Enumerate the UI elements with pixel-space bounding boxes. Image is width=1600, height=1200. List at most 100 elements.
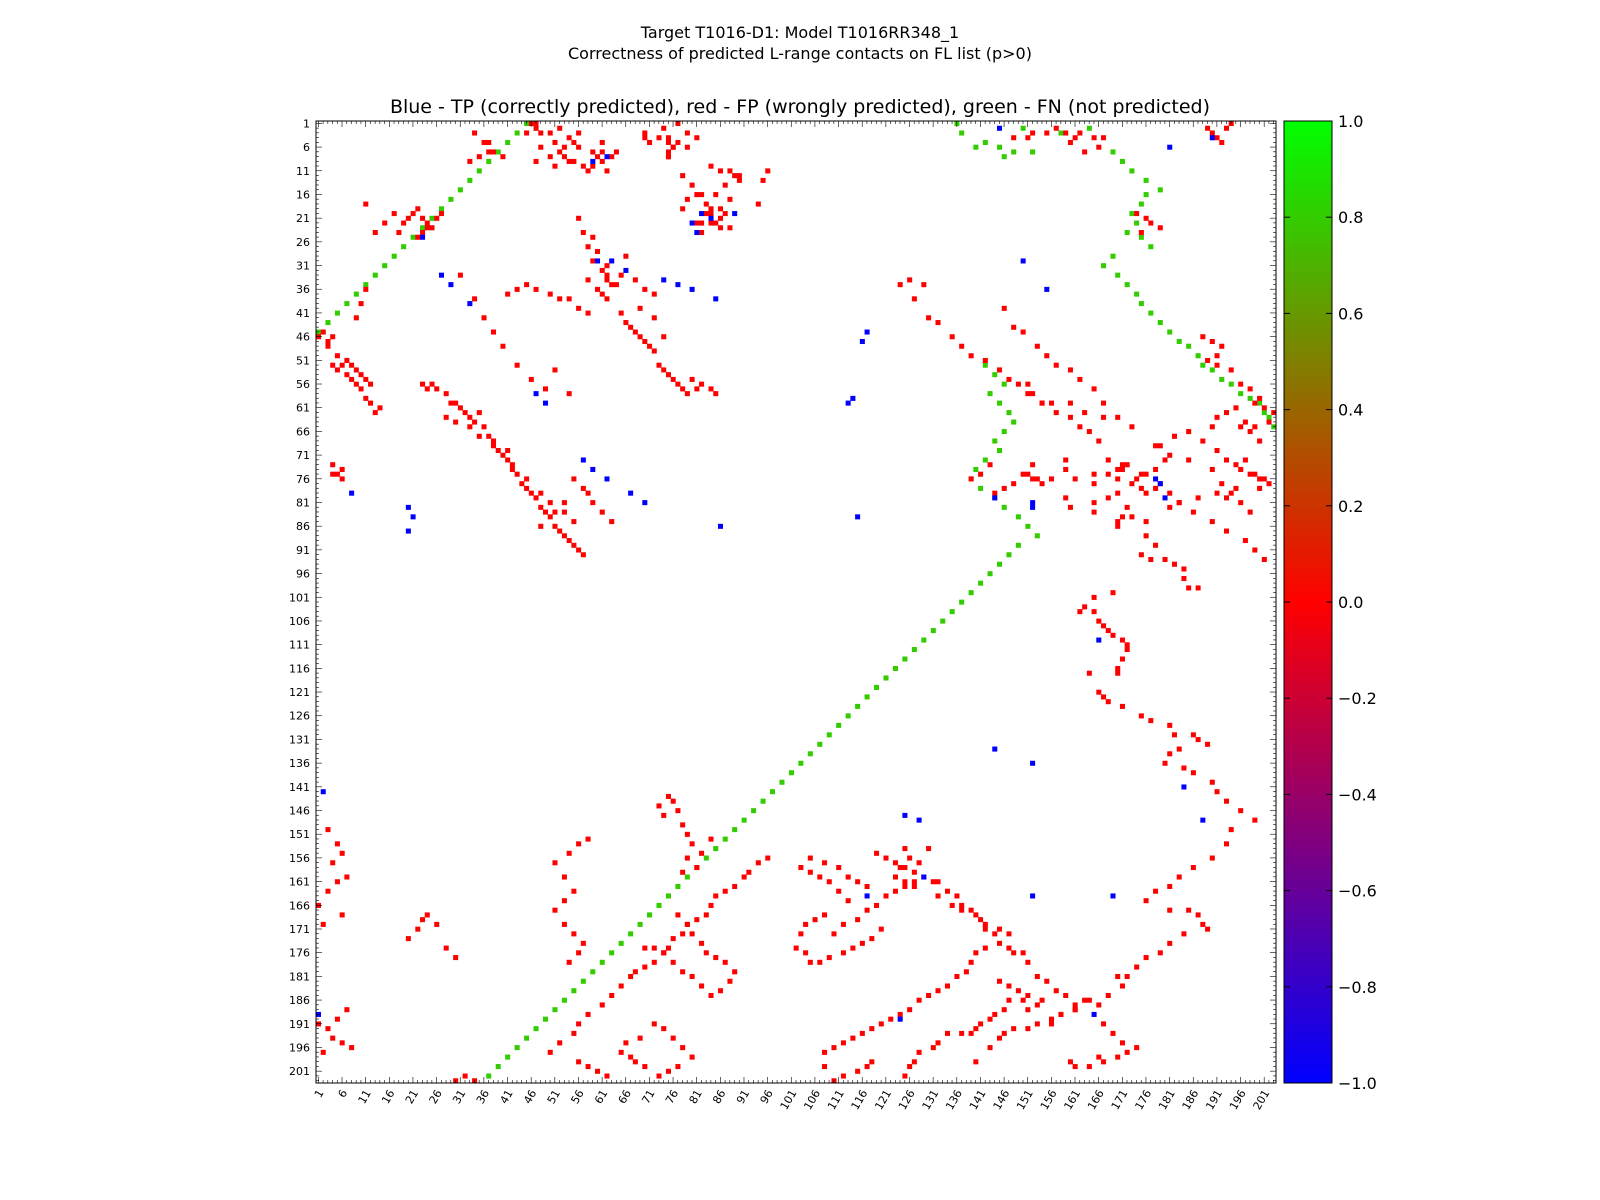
heatmap-cell-fp	[680, 822, 686, 828]
x-tick-label: 6	[335, 1088, 350, 1101]
heatmap-cell-fp	[1247, 471, 1253, 477]
x-tick-label: 141	[967, 1088, 989, 1113]
heatmap-cell-fp	[699, 983, 705, 989]
heatmap-cell-fp	[1053, 362, 1059, 368]
y-tick-label: 11	[296, 165, 310, 178]
heatmap-cell-fp	[1200, 921, 1206, 927]
heatmap-cell-tp	[1020, 258, 1026, 264]
heatmap-cell-fn	[1266, 414, 1272, 420]
heatmap-cell-fn	[959, 130, 965, 136]
heatmap-cell-fp	[637, 305, 643, 311]
heatmap-cell-fp	[1082, 410, 1088, 416]
heatmap-cell-fp	[1020, 471, 1026, 477]
heatmap-cell-fp	[727, 196, 733, 202]
heatmap-cell-fp	[1067, 139, 1073, 145]
heatmap-cell-fp	[680, 206, 686, 212]
heatmap-cell-fp	[722, 182, 728, 188]
heatmap-cell-fn	[1148, 310, 1154, 316]
heatmap-cell-fp	[869, 936, 875, 942]
chart-title: Blue - TP (correctly predicted), red - F…	[390, 96, 1210, 118]
heatmap-cell-fp	[604, 272, 610, 278]
heatmap-cell-fp	[623, 253, 629, 259]
heatmap-cell-fp	[325, 888, 331, 894]
heatmap-cell-fp	[1105, 628, 1111, 634]
heatmap-cell-fp	[1091, 135, 1097, 141]
heatmap-cell-fn	[628, 931, 634, 937]
colorbar-tick-label: −0.4	[1338, 785, 1377, 804]
heatmap-cell-fp	[628, 324, 634, 330]
heatmap-cell-fp	[538, 523, 544, 529]
heatmap-cell-fp	[699, 940, 705, 946]
heatmap-cell-fp	[1233, 462, 1239, 468]
colorbar-tick-label: 0.4	[1338, 401, 1363, 420]
heatmap-cell-fp	[911, 296, 917, 302]
y-tick-label: 196	[289, 1041, 310, 1054]
heatmap-cell-fp	[1034, 476, 1040, 482]
heatmap-cell-fp	[1214, 362, 1220, 368]
heatmap-cell-fp	[992, 490, 998, 496]
heatmap-cell-fp	[443, 391, 449, 397]
heatmap-cell-fn	[543, 1016, 549, 1022]
heatmap-cell-fp	[1096, 618, 1102, 624]
heatmap-cell-fp	[330, 362, 336, 368]
heatmap-cell-fp	[1034, 343, 1040, 349]
heatmap-cell-fp	[325, 827, 331, 833]
heatmap-cell-fn	[561, 997, 567, 1003]
heatmap-cell-fn	[665, 893, 671, 899]
heatmap-cell-fp	[944, 983, 950, 989]
heatmap-cell-fp	[538, 504, 544, 510]
heatmap-cell-fp	[647, 139, 653, 145]
heatmap-cell-tp	[467, 301, 473, 307]
heatmap-cell-fp	[405, 215, 411, 221]
heatmap-cell-fp	[1257, 438, 1263, 444]
y-tick-label: 21	[296, 212, 310, 225]
heatmap-cell-fn	[836, 722, 842, 728]
heatmap-cell-fp	[1143, 898, 1149, 904]
heatmap-cell-tp	[628, 490, 634, 496]
heatmap-cell-fp	[505, 447, 511, 454]
heatmap-cell-fp	[1167, 504, 1173, 510]
heatmap-cell-fp	[1134, 1045, 1140, 1051]
heatmap-cell-fn	[996, 561, 1003, 567]
heatmap-cell-fp	[699, 381, 705, 387]
heatmap-cell-fp	[741, 874, 747, 880]
heatmap-cell-fp	[1091, 386, 1097, 392]
heatmap-cell-fp	[1148, 718, 1154, 724]
heatmap-cell-fn	[978, 580, 984, 586]
heatmap-cell-fp	[1096, 689, 1102, 695]
heatmap-cell-fp	[1247, 509, 1253, 515]
heatmap-cell-fp	[926, 992, 932, 998]
heatmap-cell-fp	[1039, 997, 1045, 1003]
heatmap-cell-fp	[490, 329, 497, 335]
heatmap-cell-fp	[599, 149, 605, 155]
heatmap-cell-fp	[571, 542, 577, 548]
heatmap-cell-fp	[490, 149, 497, 155]
heatmap-cell-fp	[1077, 424, 1083, 430]
heatmap-cell-fp	[1266, 419, 1272, 425]
heatmap-cell-fn	[1138, 201, 1144, 207]
heatmap-cell-fn	[590, 969, 596, 975]
heatmap-cell-fp	[1096, 144, 1102, 150]
heatmap-cell-fp	[642, 338, 648, 345]
heatmap-cell-fp	[959, 907, 965, 913]
heatmap-cell-tp	[992, 746, 998, 752]
x-tick-label: 36	[474, 1088, 492, 1107]
heatmap-cell-fn	[1247, 395, 1253, 401]
heatmap-cell-fp	[1186, 429, 1192, 435]
heatmap-cell-fp	[1063, 457, 1069, 463]
heatmap-cell-fp	[514, 362, 520, 368]
heatmap-cell-fn	[1015, 514, 1021, 520]
heatmap-cell-fp	[424, 220, 430, 226]
heatmap-cell-fp	[576, 215, 582, 221]
heatmap-cell-fp	[382, 220, 388, 226]
heatmap-cell-fn	[1001, 504, 1007, 510]
heatmap-cell-fp	[396, 230, 402, 236]
heatmap-cell-fp	[959, 1030, 965, 1036]
heatmap-cell-fp	[1119, 703, 1125, 709]
x-tick-label: 101	[778, 1088, 800, 1113]
y-tick-label: 16	[296, 188, 310, 201]
colorbar-tick-label: −0.6	[1338, 882, 1377, 901]
heatmap-cell-fp	[717, 225, 723, 231]
heatmap-cell-tp	[543, 400, 549, 406]
heatmap-cell-fp	[325, 343, 331, 349]
